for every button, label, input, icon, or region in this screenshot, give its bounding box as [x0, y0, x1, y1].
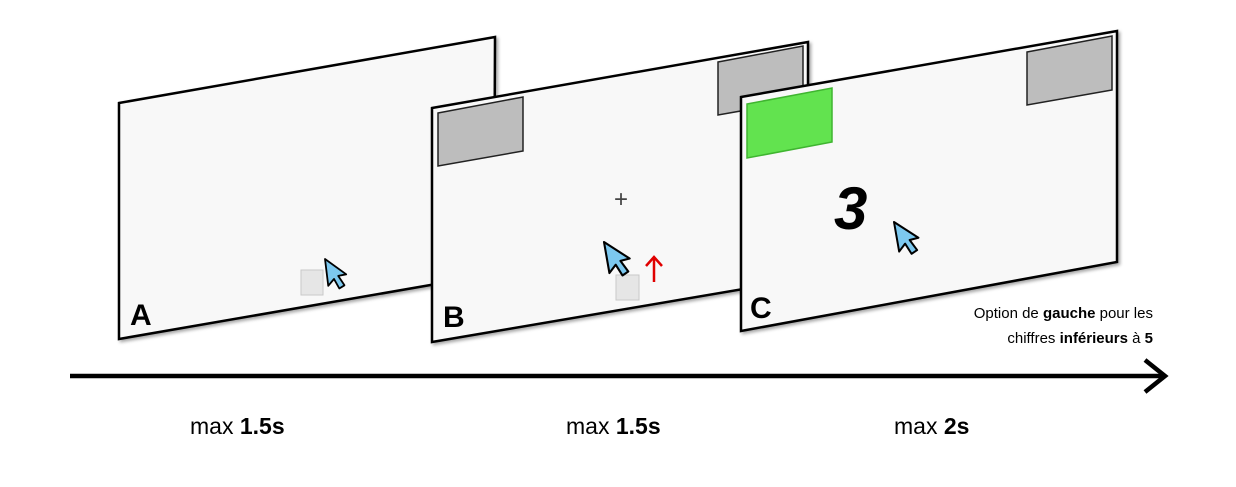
rule-caption-line-1: Option de gauche pour les [974, 305, 1153, 322]
rule-caption-line-2: chiffres inférieurs à 5 [1007, 330, 1153, 347]
stimulus-digit: 3 [834, 175, 867, 242]
right-option-box [1026, 35, 1113, 106]
panel-label-b: B [443, 301, 465, 334]
screen-panel-b: + B [430, 40, 810, 344]
panel-label-c: C [750, 292, 772, 325]
left-option-box [437, 96, 524, 167]
start-square [300, 269, 324, 296]
timing-label-c: max 2s [894, 413, 969, 439]
screen-panel-c: 3 C [739, 29, 1119, 333]
timeline-arrow-icon [70, 358, 1169, 394]
up-arrow-icon [645, 255, 663, 282]
left-option-box-selected [746, 87, 833, 159]
start-square [615, 274, 640, 301]
panel-label-a: A [130, 299, 152, 332]
timing-label-a: max 1.5s [190, 413, 285, 439]
timing-label-b: max 1.5s [566, 413, 661, 439]
fixation-cross: + [614, 186, 628, 213]
